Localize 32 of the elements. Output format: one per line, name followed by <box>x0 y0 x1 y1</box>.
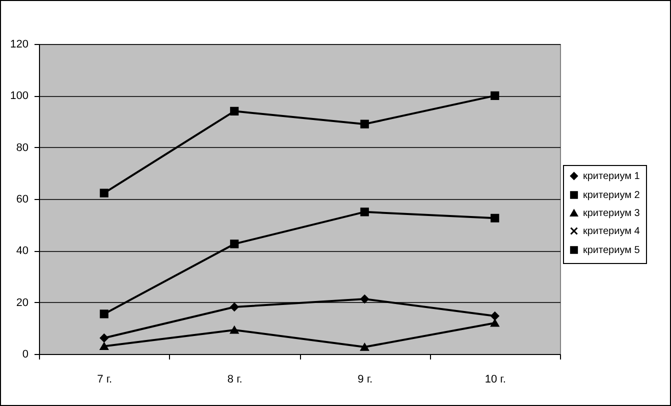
point <box>230 106 239 116</box>
x-tick-label: 7 г. <box>97 374 112 386</box>
legend-label: критериум 5 <box>583 245 640 256</box>
point <box>100 310 108 318</box>
point <box>490 91 500 100</box>
point <box>360 208 369 216</box>
y-tick-label: 100 <box>10 90 28 102</box>
y-tick-label: 20 <box>16 296 28 309</box>
y-tick-label: 80 <box>16 142 28 154</box>
point <box>360 343 369 351</box>
point <box>360 120 369 128</box>
legend-label: критериум 2 <box>583 190 640 201</box>
legend-label: критериум 4 <box>583 226 640 237</box>
y-tick-label: 60 <box>16 194 28 206</box>
x-tick-label: 10 г. <box>484 374 506 386</box>
point <box>100 342 108 350</box>
point <box>490 312 500 320</box>
point <box>360 294 369 304</box>
point <box>100 334 108 342</box>
point <box>100 188 108 198</box>
y-tick-label: 40 <box>16 245 28 258</box>
x-tick-label: 9 г. <box>358 374 373 386</box>
x-tick-label: 8 г. <box>227 374 242 386</box>
legend-label: критериум 1 <box>583 171 640 182</box>
point <box>490 214 500 222</box>
point <box>490 319 500 327</box>
point <box>230 302 239 312</box>
legend-label: критериум 3 <box>583 208 640 219</box>
point <box>230 240 239 248</box>
y-tick-label: 0 <box>22 348 28 360</box>
y-tick-label: 120 <box>10 38 28 50</box>
point <box>230 326 239 334</box>
